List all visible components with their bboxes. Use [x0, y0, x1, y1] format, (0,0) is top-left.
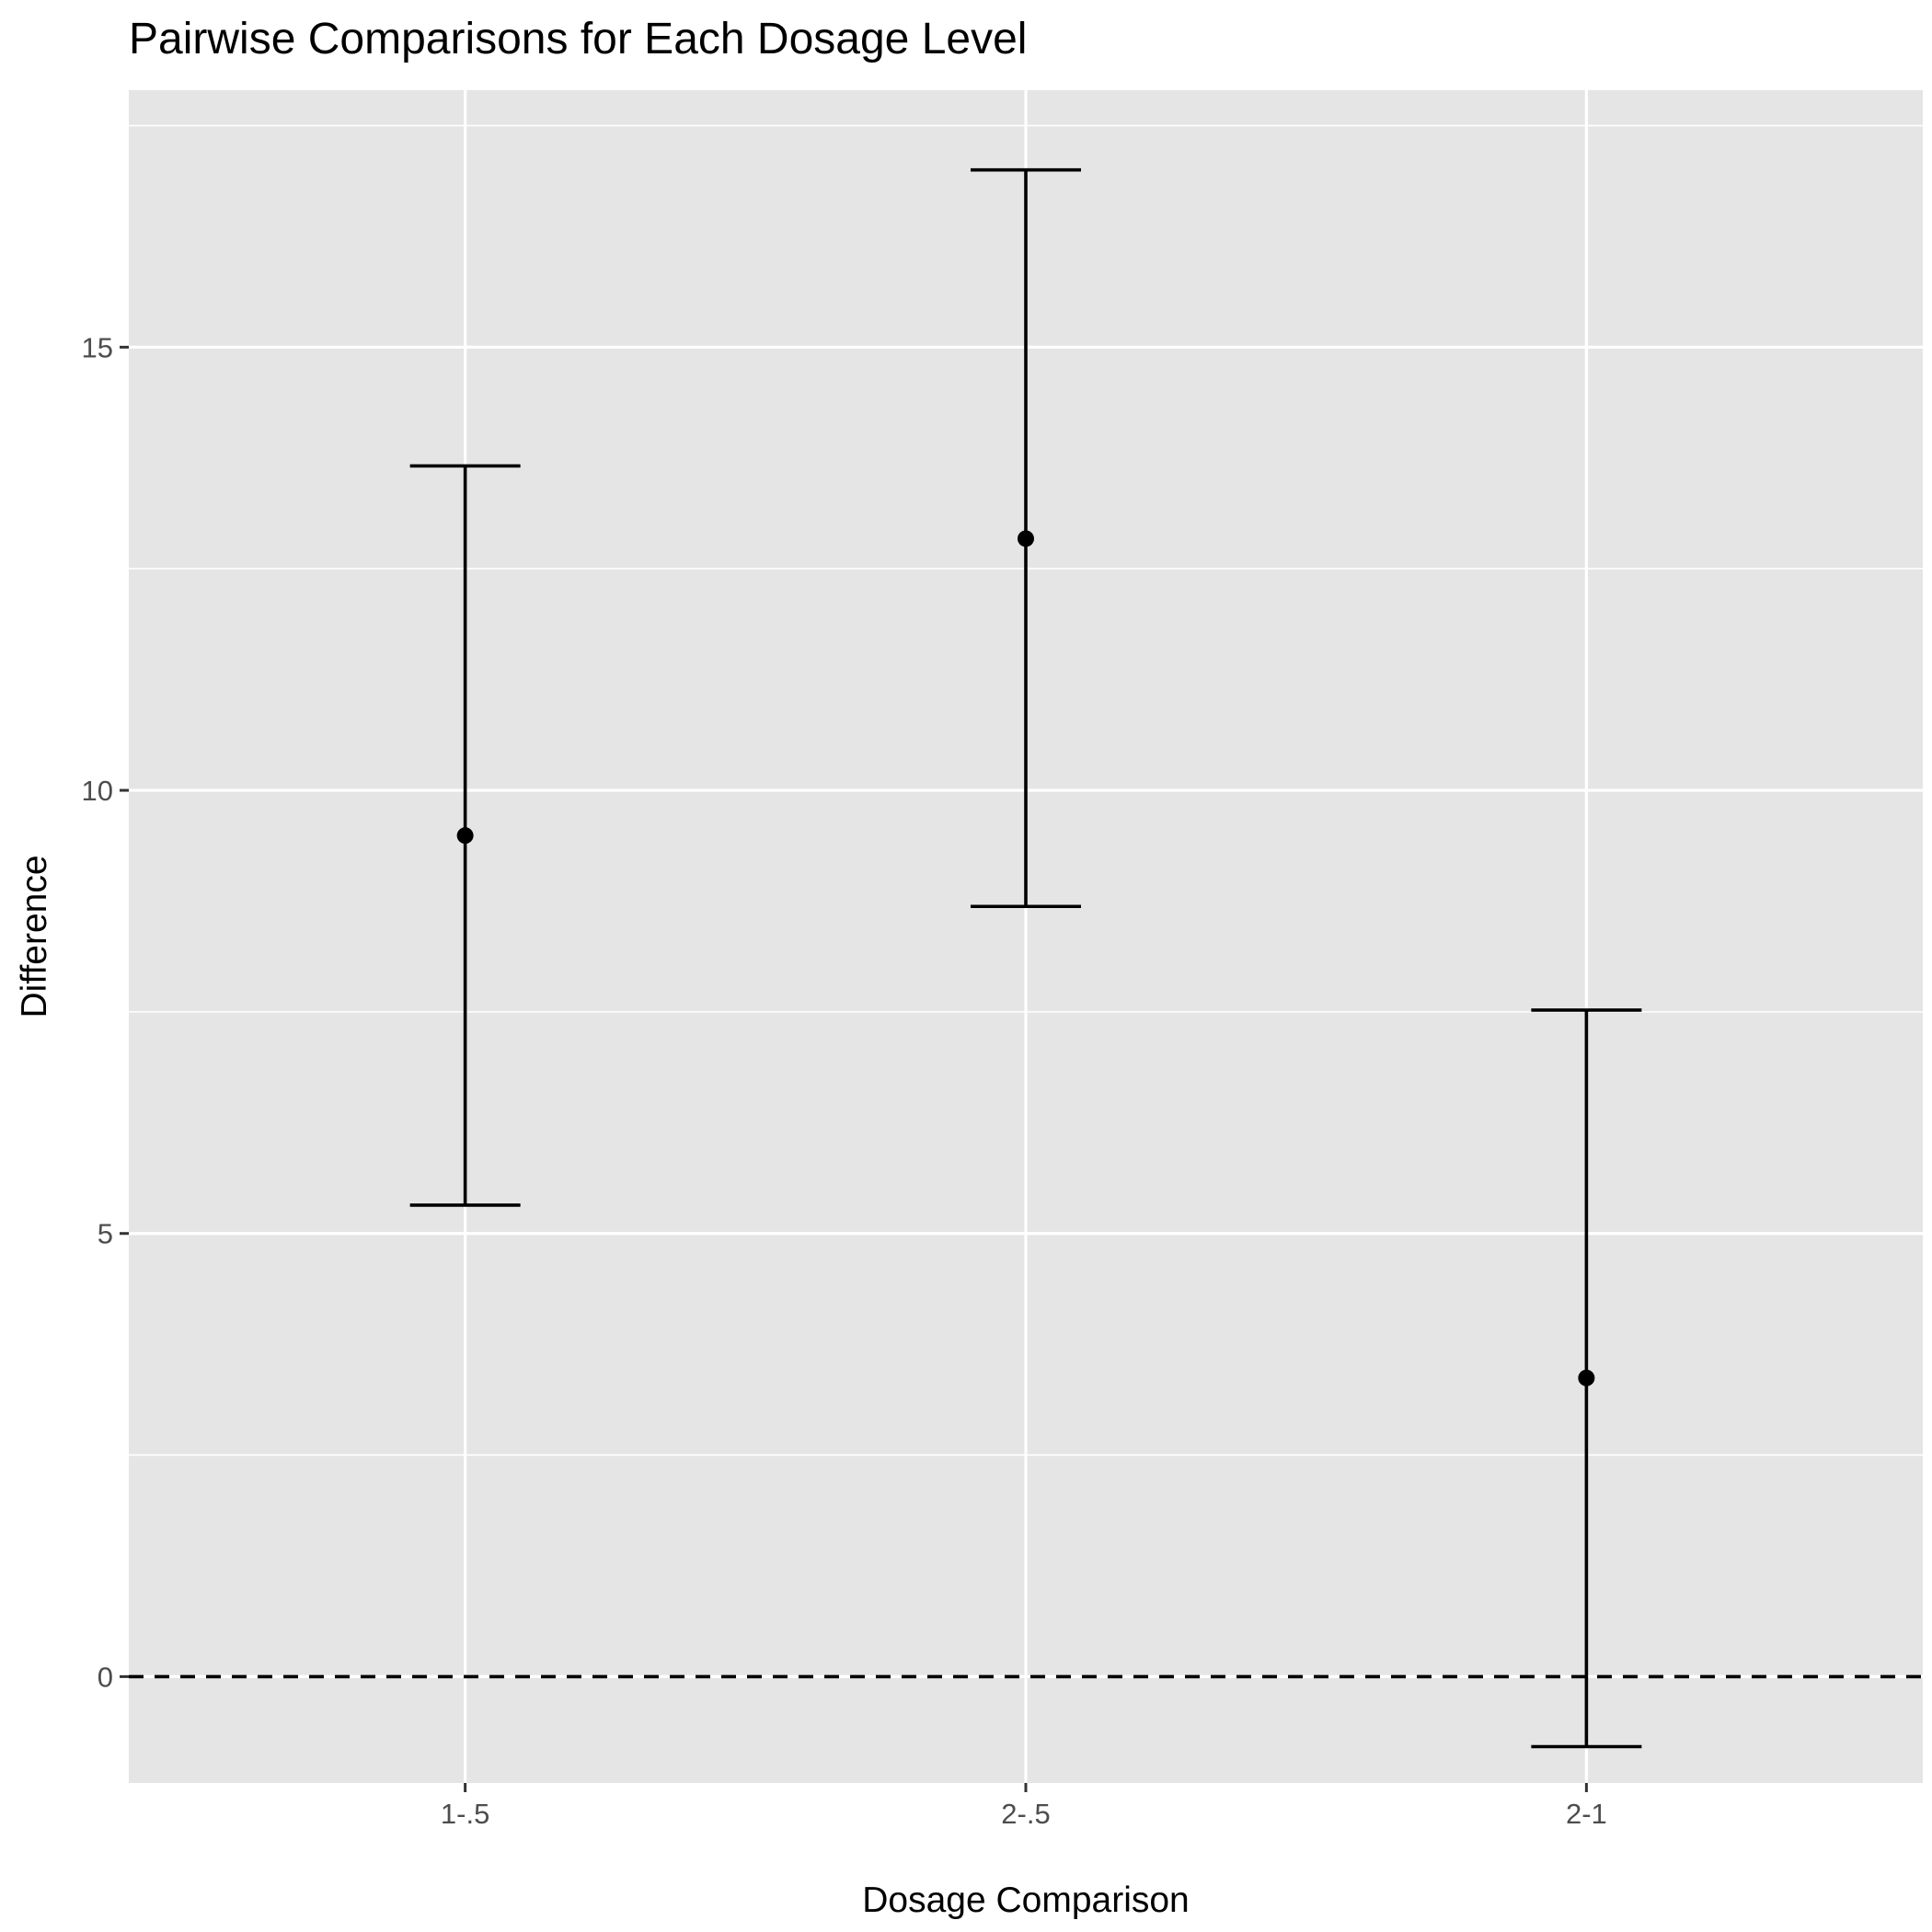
x-tick-label: 2-1	[1566, 1798, 1607, 1830]
x-tick-label: 2-.5	[1001, 1798, 1050, 1830]
x-axis-title: Dosage Comparison	[862, 1880, 1190, 1920]
y-tick-label: 5	[98, 1218, 113, 1250]
y-tick-label: 10	[82, 775, 113, 807]
errorbar-2-1	[1531, 1008, 1642, 1749]
estimate-point	[456, 827, 474, 845]
errorbar-2-.5	[971, 167, 1081, 909]
axes: 0 5 10 15 1-.5 2-.5 2-1	[82, 331, 1607, 1830]
estimate-point	[1578, 1369, 1595, 1386]
y-tick-label: 15	[82, 331, 113, 363]
error-bars	[409, 167, 1642, 1749]
y-tick-label: 0	[98, 1661, 113, 1693]
errorbar-1-.5	[409, 464, 521, 1207]
estimate-point	[1018, 530, 1034, 547]
x-tick-label: 1-.5	[441, 1798, 489, 1830]
y-axis-title: Difference	[15, 855, 54, 1018]
chart-title: Pairwise Comparisons for Each Dosage Lev…	[129, 15, 1027, 63]
